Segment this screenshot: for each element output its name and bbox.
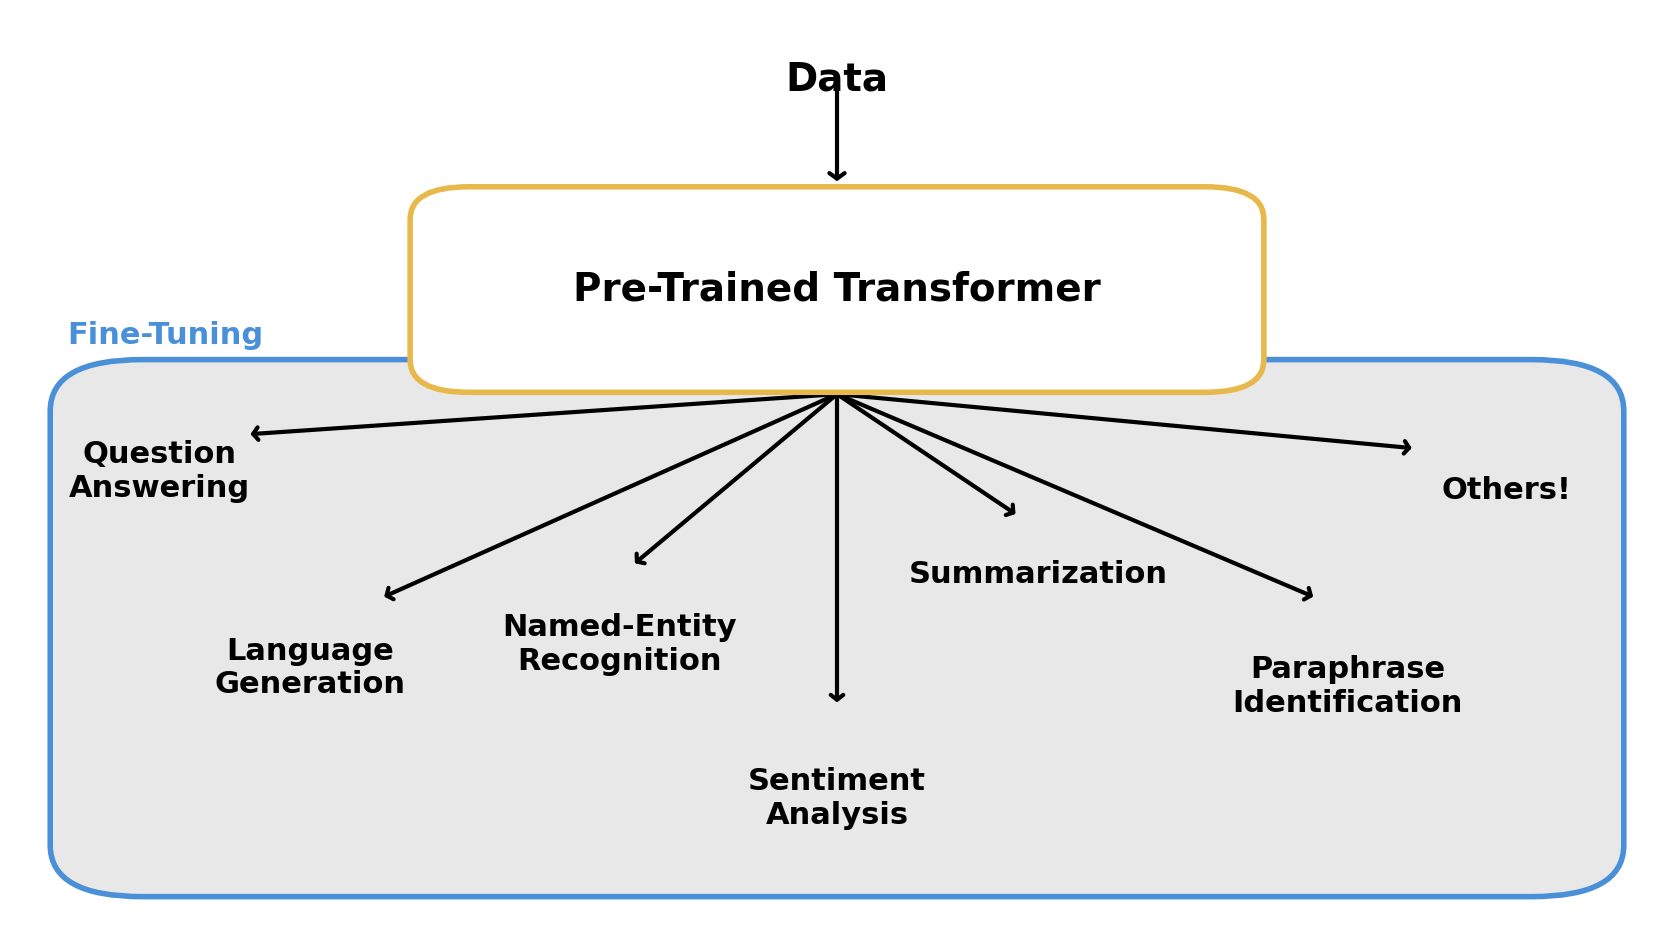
Text: Named-Entity
Recognition: Named-Entity Recognition [502,613,736,676]
Text: Pre-Trained Transformer: Pre-Trained Transformer [572,271,1101,308]
Text: Sentiment
Analysis: Sentiment Analysis [748,767,925,830]
Text: Fine-Tuning: Fine-Tuning [67,321,263,350]
Text: Language
Generation: Language Generation [214,636,405,700]
Text: Paraphrase
Identification: Paraphrase Identification [1231,655,1462,718]
Text: Summarization: Summarization [908,559,1166,589]
FancyBboxPatch shape [410,187,1263,392]
Text: Others!: Others! [1440,475,1571,505]
Text: Data: Data [785,61,888,99]
Text: Question
Answering: Question Answering [69,440,249,503]
FancyBboxPatch shape [50,360,1623,897]
